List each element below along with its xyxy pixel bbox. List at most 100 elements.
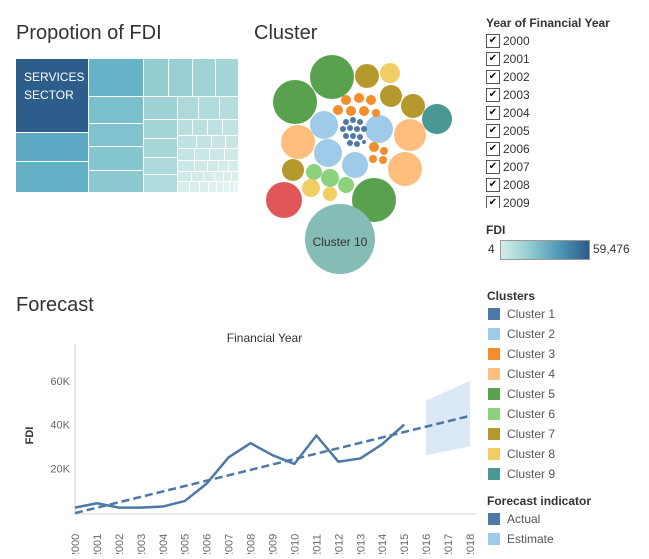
cluster-bubble-tiny[interactable] [340,126,346,132]
year-filter-item[interactable]: ✔ 2004 [486,104,636,122]
checkbox-checked-icon[interactable]: ✔ [486,34,500,48]
cluster-bubble-tiny[interactable] [362,140,366,144]
cluster-bubble-tiny[interactable] [347,140,353,146]
cluster-bubble[interactable] [338,177,354,193]
cluster-bubble[interactable] [422,104,452,134]
treemap-cell[interactable] [89,171,143,192]
cluster-bubble-small[interactable] [333,105,343,115]
cluster-bubble-small[interactable] [359,106,369,116]
treemap-cell[interactable] [208,120,222,135]
treemap-cell[interactable] [178,97,198,119]
legend-item[interactable]: Cluster 5 [488,384,555,404]
year-filter-item[interactable]: ✔ 2003 [486,86,636,104]
year-filter-item[interactable]: ✔ 2005 [486,122,636,140]
cluster-bubble-small[interactable] [354,93,364,103]
treemap-cell-services[interactable] [16,59,88,132]
treemap-cell[interactable] [89,147,143,170]
checkbox-checked-icon[interactable]: ✔ [486,160,500,174]
checkbox-checked-icon[interactable]: ✔ [486,178,500,192]
estimate-band[interactable] [426,380,470,456]
cluster-bubble-small[interactable] [366,95,376,105]
cluster-bubble-tiny[interactable] [350,117,356,123]
legend-item[interactable]: Estimate [488,529,554,549]
treemap-cell[interactable] [208,161,218,171]
treemap-cell[interactable] [192,172,203,181]
treemap-cell[interactable] [195,161,207,171]
cluster-bubble[interactable] [355,64,379,88]
cluster-bubble[interactable] [401,94,425,118]
treemap-cell[interactable] [229,161,238,171]
year-filter-item[interactable]: ✔ 2008 [486,176,636,194]
treemap-cell[interactable] [144,59,168,96]
treemap-cell[interactable] [220,97,238,119]
cluster-bubble[interactable] [380,85,402,107]
cluster-bubble-tiny[interactable] [357,119,363,125]
treemap-cell[interactable] [144,175,177,192]
cluster-bubble-small[interactable] [380,147,388,155]
treemap-cell[interactable] [169,59,192,96]
treemap-cell[interactable] [193,120,207,135]
year-filter-list[interactable]: ✔ 2000 ✔ 2001 ✔ 2002 ✔ 2003 ✔ 2004 ✔ 2005 ✔ 2006 ✔ 2007… [486,32,636,208]
cluster-bubble[interactable] [365,115,393,143]
cluster-bubble-small[interactable] [372,109,380,117]
cluster-10-bubble[interactable] [305,204,375,274]
treemap-cell[interactable] [215,172,223,181]
checkbox-checked-icon[interactable]: ✔ [486,70,500,84]
legend-item[interactable]: Cluster 6 [488,404,555,424]
cluster-bubble[interactable] [282,159,304,181]
treemap-cell[interactable] [178,182,189,192]
treemap-cell[interactable] [195,149,209,160]
treemap-cell[interactable] [200,182,208,192]
cluster-bubble-tiny[interactable] [343,119,349,125]
cluster-bubble-tiny[interactable] [347,125,353,131]
year-filter-item[interactable]: ✔ 2007 [486,158,636,176]
treemap-cell[interactable] [197,136,211,148]
treemap-cell[interactable] [16,133,88,161]
legend-item[interactable]: Cluster 3 [488,344,555,364]
checkbox-checked-icon[interactable]: ✔ [486,52,500,66]
checkbox-checked-icon[interactable]: ✔ [486,106,500,120]
treemap-cell[interactable] [199,97,219,119]
treemap-cell[interactable] [144,97,177,119]
cluster-bubble[interactable] [380,63,400,83]
treemap-cell[interactable] [190,182,199,192]
treemap-cell[interactable] [89,59,143,96]
cluster-bubble[interactable] [314,139,342,167]
cluster-bubble-small[interactable] [369,142,379,152]
cluster-bubble-chart[interactable]: Cluster 10 [258,52,470,280]
trend-line[interactable] [74,414,471,515]
treemap-cell[interactable] [89,97,143,123]
treemap-cell[interactable] [225,149,238,160]
treemap-cell[interactable] [235,182,238,192]
forecast-chart[interactable]: Financial Year 20K 40K 60K FDI 2000 2001 2002 20… [16,326,486,554]
treemap-cell[interactable] [144,139,177,157]
year-filter-item[interactable]: ✔ 2001 [486,50,636,68]
treemap-cell[interactable] [89,124,143,146]
year-filter-item[interactable]: ✔ 2006 [486,140,636,158]
treemap-cell[interactable] [178,120,192,135]
cluster-bubble[interactable] [266,182,302,218]
treemap-cell[interactable] [224,182,229,192]
cluster-bubble[interactable] [310,55,354,99]
cluster-bubble[interactable] [306,164,322,180]
treemap-cell[interactable] [224,172,231,181]
cluster-bubble[interactable] [352,178,396,222]
cluster-bubble-tiny[interactable] [354,126,360,132]
checkbox-checked-icon[interactable]: ✔ [486,196,500,208]
cluster-bubble-small[interactable] [346,106,356,116]
treemap-cell[interactable] [193,59,215,96]
cluster-bubble[interactable] [310,111,338,139]
treemap-cell[interactable] [178,161,194,171]
treemap-cell[interactable] [219,161,228,171]
cluster-bubble[interactable] [321,169,339,187]
treemap-cell[interactable] [16,162,88,192]
fdi-treemap[interactable]: SERVICES SECTOR [16,59,238,192]
legend-item[interactable]: Cluster 2 [488,324,555,344]
cluster-bubble[interactable] [394,119,426,151]
treemap-cell[interactable] [226,136,238,148]
cluster-bubble[interactable] [302,179,320,197]
checkbox-checked-icon[interactable]: ✔ [486,88,500,102]
cluster-bubble-tiny[interactable] [343,133,349,139]
treemap-cell[interactable] [209,182,216,192]
treemap-cell[interactable] [178,136,196,148]
